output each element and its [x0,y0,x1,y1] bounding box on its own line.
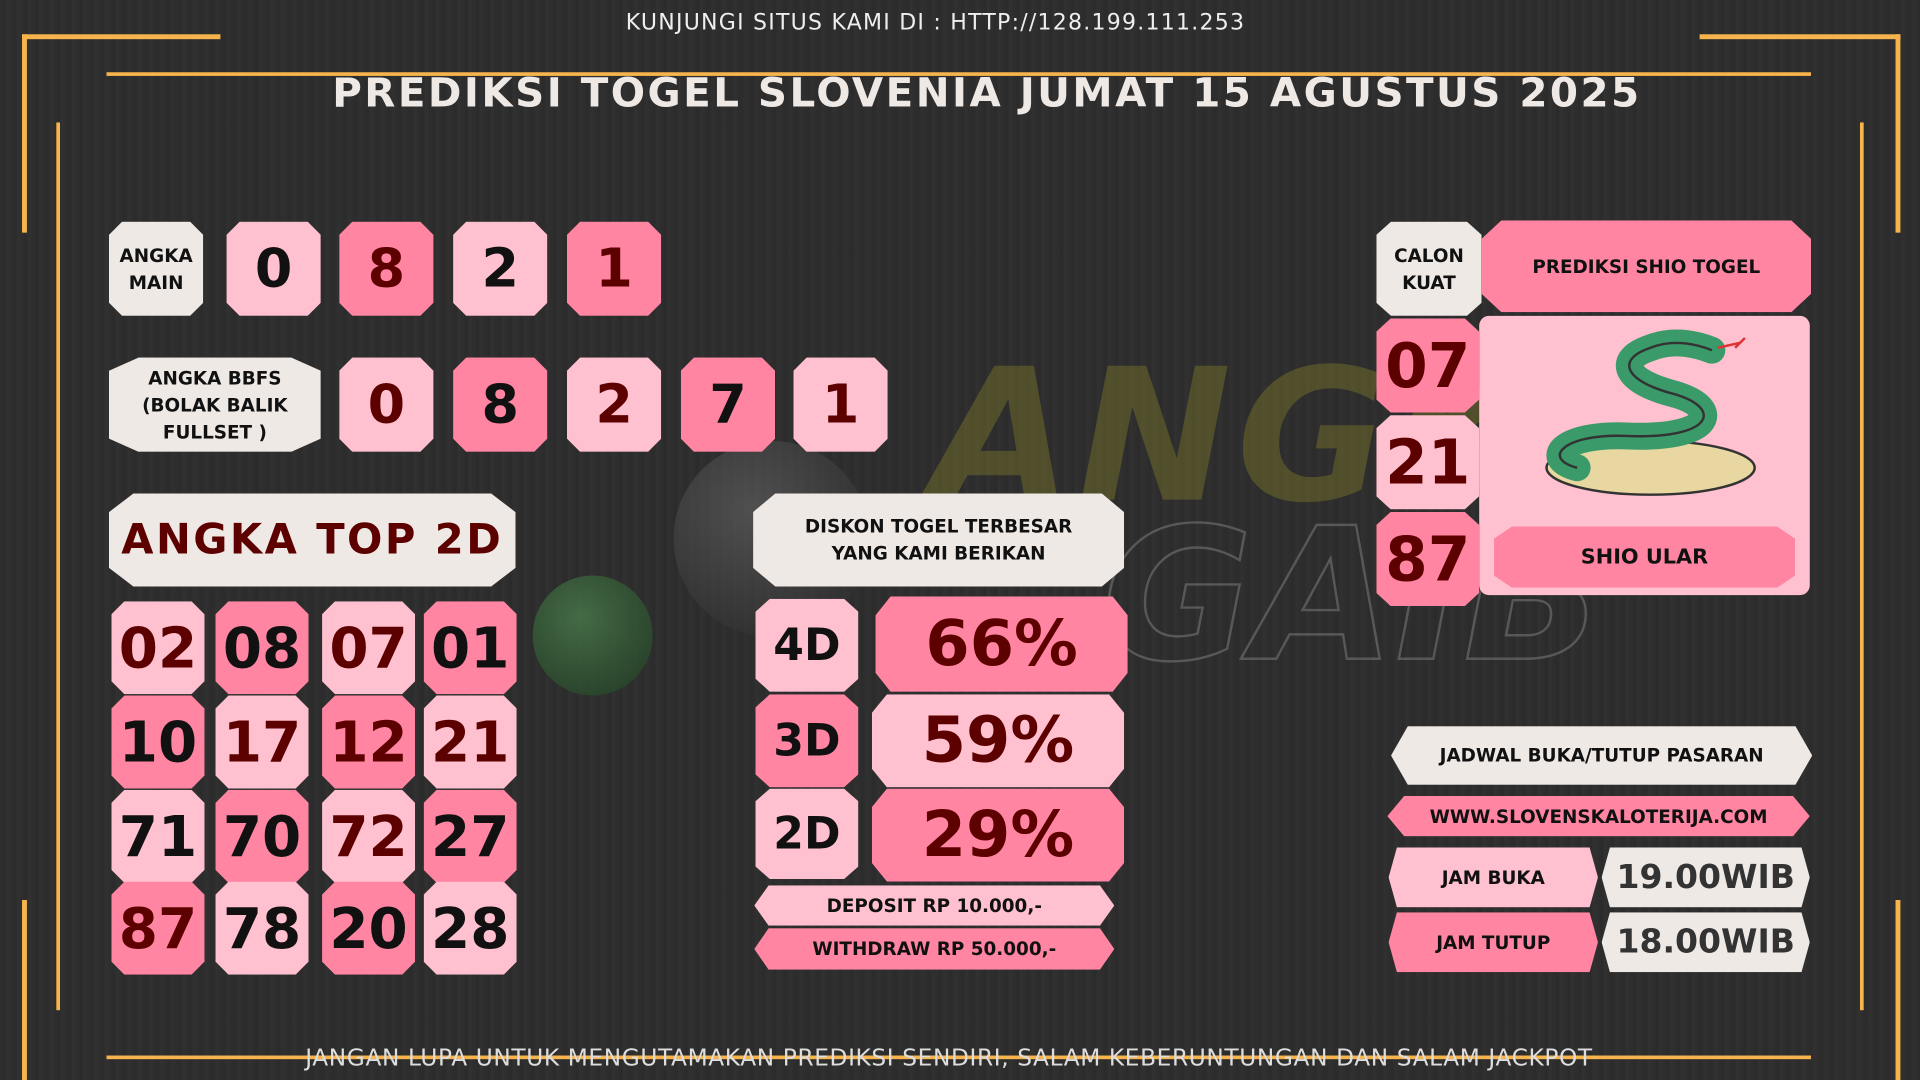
diskon-type-2d: 2D [755,788,859,880]
top2d-number: 72 [322,789,416,883]
top2d-number: 70 [215,789,309,883]
top2d-number: 01 [423,601,517,695]
deposit-info: DEPOSIT RP 10.000,- [754,885,1115,926]
jam-buka-label: JAM BUKA [1388,847,1598,908]
jam-tutup-label: JAM TUTUP [1388,912,1598,973]
billiard-ball-icon [532,575,653,696]
market-site-link[interactable]: WWW.SLOVENSKALOTERIJA.COM [1387,795,1810,837]
diskon-type-4d: 4D [755,598,859,692]
top2d-number: 17 [215,695,309,789]
frame-line [1895,900,1901,1080]
frame-line [22,34,27,233]
frame-line [22,900,27,1080]
shio-number: 07 [1376,318,1480,413]
frame-line [22,34,221,40]
top2d-number: 28 [423,881,517,975]
angka-main-digit: 1 [566,221,662,316]
diskon-value-3d: 59% [871,694,1125,788]
top2d-number: 12 [322,695,416,789]
page-title: PREDIKSI TOGEL SLOVENIA JUMAT 15 AGUSTUS… [332,68,1642,117]
jam-tutup-time: 18.00WIB [1601,912,1810,973]
shio-number: 87 [1376,511,1480,607]
angka-main-digit: 2 [453,221,548,316]
diskon-type-3d: 3D [755,694,859,788]
bbfs-digit: 8 [453,357,548,452]
diskon-value-4d: 66% [875,596,1128,692]
angka-main-digit: 8 [339,221,434,316]
frame-line [106,1055,1812,1060]
footer-text: JANGAN LUPA UNTUK MENGUTAMAKAN PREDIKSI … [305,1044,1593,1072]
bbfs-label: ANGKA BBFS (BOLAK BALIK FULLSET ) [108,357,321,452]
snake-icon [1545,329,1756,496]
top2d-number: 27 [423,789,517,883]
bbfs-digit: 2 [566,357,662,452]
frame-line [1699,34,1901,40]
top2d-title: ANGKA TOP 2D [108,493,516,587]
withdraw-info: WITHDRAW RP 50.000,- [754,928,1115,970]
bbfs-digit: 0 [339,357,434,452]
jadwal-title: JADWAL BUKA/TUTUP PASARAN [1391,726,1813,785]
diskon-value-2d: 29% [871,788,1125,882]
top2d-number: 20 [322,881,416,975]
angka-main-label: ANGKA MAIN [108,221,204,316]
jam-buka-time: 19.00WIB [1601,847,1810,908]
top2d-number: 78 [215,881,309,975]
top2d-number: 02 [111,601,205,695]
frame-line [106,72,1812,76]
angka-main-digit: 0 [226,221,321,316]
top2d-number: 07 [322,601,416,695]
visit-site-text: KUNJUNGI SITUS KAMI DI : HTTP://128.199.… [625,9,1246,36]
frame-line [1895,34,1901,233]
bbfs-digit: 7 [680,357,776,452]
top2d-number: 87 [111,881,205,975]
shio-name: SHIO ULAR [1493,526,1796,588]
diskon-title: DISKON TOGEL TERBESAR YANG KAMI BERIKAN [753,493,1125,587]
top2d-number: 08 [215,601,309,695]
shio-number: 21 [1376,415,1480,510]
top2d-number: 71 [111,789,205,883]
top2d-number: 21 [423,695,517,789]
top2d-number: 10 [111,695,205,789]
shio-header: PREDIKSI SHIO TOGEL [1481,220,1812,313]
frame-line [1860,122,1864,1011]
bbfs-digit: 1 [793,357,888,452]
calon-kuat-label: CALON KUAT [1376,221,1482,316]
frame-line [56,122,61,1011]
